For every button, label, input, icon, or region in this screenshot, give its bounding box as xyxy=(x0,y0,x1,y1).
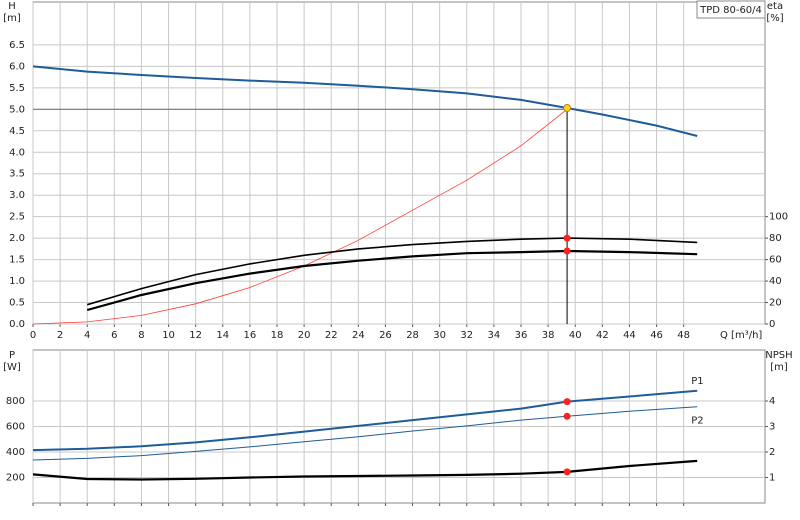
x-label: Q [m³/h] xyxy=(720,330,762,341)
marker xyxy=(563,247,571,255)
x-tick-label: 6 xyxy=(111,330,117,341)
x-tick-label: 20 xyxy=(298,330,311,341)
marker xyxy=(563,412,571,420)
y-tick-label: 3.0 xyxy=(9,190,25,201)
x-tick-label: 16 xyxy=(244,330,257,341)
y-tick-label: 1.0 xyxy=(9,276,25,287)
x-tick-label: 2 xyxy=(57,330,63,341)
x-tick-label: 22 xyxy=(325,330,338,341)
y2-tick-label: 100 xyxy=(769,212,788,223)
marker xyxy=(563,468,571,476)
chart-title: TPD 80-60/4 xyxy=(699,5,762,16)
curve xyxy=(32,65,698,137)
x-tick-label: 42 xyxy=(596,330,609,341)
y2-tick-label: 40 xyxy=(769,276,782,287)
x-tick-label: 18 xyxy=(271,330,284,341)
y-unit: [W] xyxy=(3,362,21,373)
x-tick-label: 30 xyxy=(433,330,446,341)
x-tick-label: 8 xyxy=(138,330,144,341)
y-tick-label: 6.0 xyxy=(9,61,25,72)
y2-tick-label: 4 xyxy=(769,396,775,407)
y-tick-label: 0.5 xyxy=(9,298,25,309)
y-tick-label: 4.5 xyxy=(9,126,25,137)
y-unit: [m] xyxy=(3,13,21,24)
y-tick-label: 0.0 xyxy=(9,319,25,330)
y-tick-label: 3.5 xyxy=(9,169,25,180)
y2-tick-label: 20 xyxy=(769,298,782,309)
marker xyxy=(563,398,571,406)
x-tick-label: 48 xyxy=(677,330,690,341)
y2-tick-label: 1 xyxy=(769,473,775,484)
y2-tick-label: 3 xyxy=(769,422,775,433)
x-tick-label: 12 xyxy=(189,330,202,341)
y-tick-label: 1.5 xyxy=(9,255,25,266)
y2-tick-label: 60 xyxy=(769,255,782,266)
series-label: P2 xyxy=(691,416,703,427)
y2-label: NPSH xyxy=(765,350,792,361)
y-label: P xyxy=(9,350,15,361)
y2-tick-label: 80 xyxy=(769,233,782,244)
x-tick-label: 28 xyxy=(406,330,419,341)
y-tick-label: 6.5 xyxy=(9,40,25,51)
y2-tick-label: 0 xyxy=(769,319,775,330)
y-tick-label: 2.5 xyxy=(9,212,25,223)
y2-unit: [m] xyxy=(770,362,788,373)
x-tick-label: 44 xyxy=(623,330,636,341)
x-tick-label: 24 xyxy=(352,330,365,341)
curve xyxy=(86,249,698,312)
y-tick-label: 5.5 xyxy=(9,83,25,94)
y-tick-label: 4.0 xyxy=(9,147,25,158)
y2-tick-label: 2 xyxy=(769,447,775,458)
x-tick-label: 14 xyxy=(216,330,229,341)
y2-label: eta xyxy=(767,1,783,12)
y-tick-label: 600 xyxy=(6,422,25,433)
x-tick-label: 34 xyxy=(488,330,501,341)
marker xyxy=(563,234,571,242)
y-label: H xyxy=(8,1,16,12)
marker xyxy=(563,104,572,113)
x-tick-label: 38 xyxy=(542,330,555,341)
series-label: P1 xyxy=(691,376,703,387)
x-tick-label: 36 xyxy=(515,330,528,341)
curve xyxy=(86,237,698,306)
x-tick-label: 0 xyxy=(30,330,36,341)
x-tick-label: 46 xyxy=(650,330,663,341)
y-tick-label: 200 xyxy=(6,473,25,484)
x-tick-label: 4 xyxy=(84,330,90,341)
y2-unit: [%] xyxy=(766,13,783,24)
y-tick-label: 800 xyxy=(6,396,25,407)
title-box xyxy=(696,0,766,19)
x-tick-label: 40 xyxy=(569,330,582,341)
plot-area xyxy=(32,1,766,325)
x-tick-label: 26 xyxy=(379,330,392,341)
y-tick-label: 2.0 xyxy=(9,233,25,244)
x-tick-label: 32 xyxy=(460,330,473,341)
y-tick-label: 5.0 xyxy=(9,104,25,115)
y-tick-label: 400 xyxy=(6,447,25,458)
x-tick-label: 10 xyxy=(162,330,175,341)
